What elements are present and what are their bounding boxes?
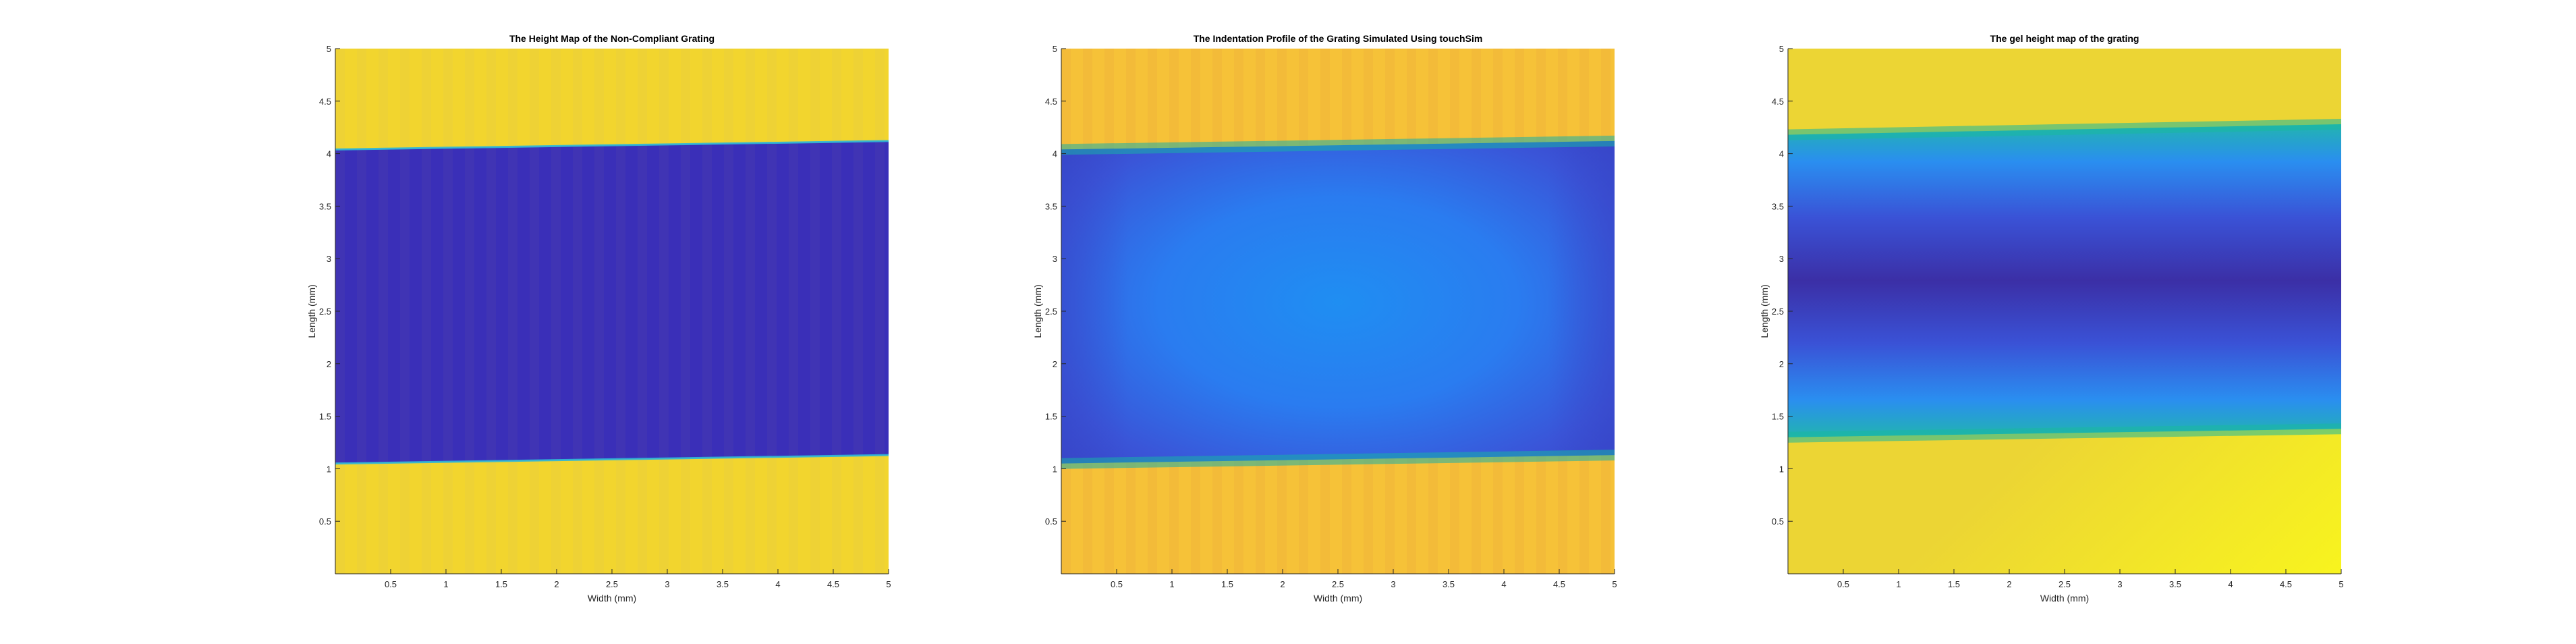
y-tick-label: 2 — [327, 359, 331, 369]
y-tick-label: 5 — [1779, 44, 1784, 54]
x-tick-label: 4.5 — [827, 579, 839, 589]
heatmap-panel-1: 0.5 1 1.5 2 2.5 3 3.5 4 4.5 5 0.5 1 1.5 2 2.5 3 3.5 4 4.5 5… — [306, 33, 891, 603]
x-tick-label: 3.5 — [717, 579, 729, 589]
y-tick-label: 1 — [327, 464, 331, 474]
x-tick-label: 2.5 — [606, 579, 618, 589]
x-tick-label: 2 — [2007, 579, 2011, 589]
groove-region — [1788, 124, 2341, 437]
x-tick-label: 4.5 — [2280, 579, 2292, 589]
y-tick-label: 2.5 — [1045, 306, 1057, 317]
y-axis-label: Length (mm) — [1759, 284, 1770, 338]
y-tick-label: 3.5 — [1045, 201, 1057, 211]
groove-bottom-edge — [335, 454, 889, 465]
y-tick-label: 3.5 — [319, 201, 331, 211]
heatmap-panel-2: 0.5 1 1.5 2 2.5 3 3.5 4 4.5 5 0.5 1 1.5 2 2.5 3 3.5 4 4.5 5… — [1032, 33, 1617, 603]
y-tick-label: 4.5 — [1045, 97, 1057, 107]
y-tick-label: 1.5 — [1772, 412, 1784, 422]
y-axis-label: Length (mm) — [1032, 284, 1043, 338]
y-tick-label: 3.5 — [1772, 201, 1784, 211]
x-axis-label: Width (mm) — [588, 593, 636, 603]
y-tick-label: 0.5 — [319, 516, 331, 527]
groove-top-edge — [1061, 135, 1615, 155]
x-tick-label: 3 — [2117, 579, 2122, 589]
chart-title: The gel height map of the grating — [1990, 33, 2139, 44]
y-axis-label: Length (mm) — [306, 284, 317, 338]
y-tick-label: 0.5 — [1045, 516, 1057, 527]
groove-texture — [335, 140, 889, 464]
x-tick-label: 2.5 — [1332, 579, 1344, 589]
x-tick-label: 2 — [1280, 579, 1285, 589]
x-tick-label: 3.5 — [2169, 579, 2181, 589]
x-tick-label: 4 — [2228, 579, 2233, 589]
x-tick-label: 0.5 — [1111, 579, 1123, 589]
x-tick-label: 0.5 — [1837, 579, 1849, 589]
y-tick-label: 1 — [1779, 464, 1784, 474]
x-tick-label: 5 — [2339, 579, 2343, 589]
x-tick-label: 5 — [886, 579, 891, 589]
y-tick-label: 5 — [1053, 44, 1057, 54]
groove-bottom-edge — [1788, 423, 2341, 443]
heatmap-image — [1788, 49, 2341, 574]
x-tick-label: 3.5 — [1443, 579, 1455, 589]
groove-shading — [1061, 140, 1615, 464]
x-tick-label: 1.5 — [495, 579, 507, 589]
y-tick-label: 2.5 — [319, 306, 331, 317]
groove-top-edge — [335, 140, 889, 151]
x-tick-label: 1.5 — [1221, 579, 1233, 589]
y-tick-label: 1.5 — [1045, 412, 1057, 422]
x-tick-label: 4 — [1501, 579, 1506, 589]
heatmap-image — [1061, 49, 1615, 574]
y-tick-label: 0.5 — [1772, 516, 1784, 527]
y-tick-label: 3 — [1779, 254, 1784, 264]
y-tick-label: 2 — [1053, 359, 1057, 369]
x-tick-label: 0.5 — [385, 579, 397, 589]
y-tick-label: 5 — [327, 44, 331, 54]
x-tick-label: 2.5 — [2059, 579, 2071, 589]
y-tick-label: 1.5 — [319, 412, 331, 422]
x-tick-label: 1.5 — [1948, 579, 1960, 589]
y-tick-label: 4 — [327, 149, 331, 159]
chart-title: The Height Map of the Non-Compliant Grat… — [509, 33, 715, 44]
x-tick-label: 4.5 — [1553, 579, 1565, 589]
heatmap-panel-3: 0.5 1 1.5 2 2.5 3 3.5 4 4.5 5 0.5 1 1.5 2 2.5 3 3.5 4 4.5 5… — [1759, 33, 2344, 603]
x-axis-label: Width (mm) — [2040, 593, 2089, 603]
y-tick-label: 1 — [1053, 464, 1057, 474]
chart-title: The Indentation Profile of the Grating S… — [1194, 33, 1483, 44]
x-tick-label: 3 — [665, 579, 669, 589]
y-tick-label: 3 — [327, 254, 331, 264]
y-tick-label: 4 — [1779, 149, 1784, 159]
y-tick-label: 2.5 — [1772, 306, 1784, 317]
y-tick-label: 4 — [1053, 149, 1057, 159]
y-tick-label: 3 — [1053, 254, 1057, 264]
x-tick-label: 5 — [1612, 579, 1617, 589]
x-tick-label: 3 — [1391, 579, 1395, 589]
y-tick-label: 4.5 — [319, 97, 331, 107]
heatmap-image — [335, 49, 889, 574]
groove-bottom-edge — [1061, 450, 1615, 469]
x-tick-label: 1 — [1896, 579, 1901, 589]
y-tick-label: 4.5 — [1772, 97, 1784, 107]
x-tick-label: 4 — [775, 579, 780, 589]
groove-top-edge — [1788, 119, 2341, 140]
x-axis-label: Width (mm) — [1314, 593, 1362, 603]
x-tick-label: 1 — [443, 579, 448, 589]
x-tick-label: 1 — [1169, 579, 1174, 589]
x-tick-label: 2 — [554, 579, 559, 589]
y-tick-label: 2 — [1779, 359, 1784, 369]
